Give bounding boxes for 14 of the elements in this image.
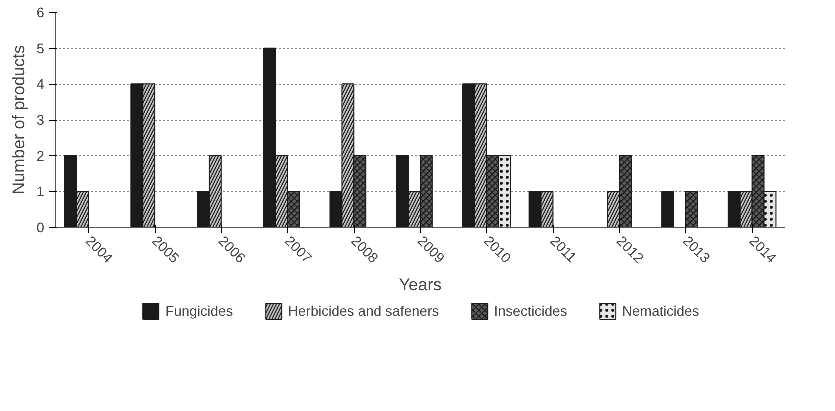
- y-tick-label: 0: [36, 220, 45, 236]
- legend-label: Insecticides: [494, 303, 568, 319]
- y-tick-label: 4: [36, 76, 45, 92]
- y-tick-label: 3: [36, 112, 45, 128]
- y-tick-label: 6: [36, 4, 45, 20]
- bar: [662, 191, 675, 228]
- legend-label: Nematicides: [622, 303, 700, 319]
- legend-label: Fungicides: [166, 303, 234, 319]
- y-tick-label: 2: [36, 148, 45, 164]
- y-axis-title: Number of products: [10, 45, 29, 195]
- y-tick-label: 1: [36, 184, 45, 200]
- y-tick-label: 5: [36, 40, 45, 56]
- x-axis-title: Years: [399, 276, 442, 295]
- legend-label: Herbicides and safeners: [288, 303, 440, 319]
